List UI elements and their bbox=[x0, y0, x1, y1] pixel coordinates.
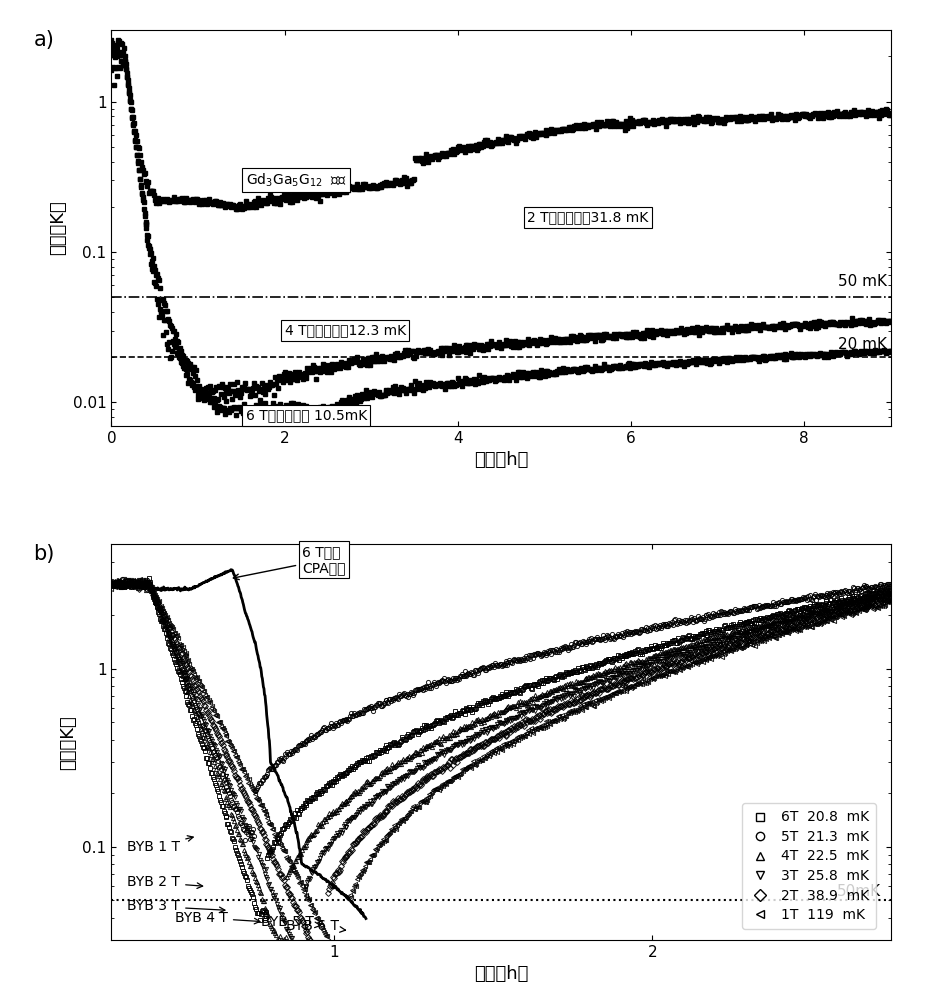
Text: b): b) bbox=[33, 544, 55, 564]
Text: 2 T磁场，最练31.8 mK: 2 T磁场，最练31.8 mK bbox=[527, 210, 648, 224]
Text: BYB 3 T: BYB 3 T bbox=[127, 899, 224, 913]
Text: BYB 2 T: BYB 2 T bbox=[127, 875, 202, 889]
Text: 50mK: 50mK bbox=[836, 884, 881, 899]
Text: 6 T磁场
CPA单晶: 6 T磁场 CPA单晶 bbox=[233, 545, 346, 580]
Text: BYB 5 T: BYB 5 T bbox=[260, 915, 320, 929]
Text: BYB 4 T: BYB 4 T bbox=[175, 911, 260, 925]
X-axis label: 时间（h）: 时间（h） bbox=[474, 965, 527, 983]
Text: BYB 6 T: BYB 6 T bbox=[286, 919, 345, 933]
Text: a): a) bbox=[33, 30, 54, 50]
Text: 4 T出发，最练12.3 mK: 4 T出发，最练12.3 mK bbox=[285, 324, 405, 338]
X-axis label: 时间（h）: 时间（h） bbox=[474, 451, 527, 469]
Y-axis label: 温度（K）: 温度（K） bbox=[58, 715, 77, 770]
Text: 50 mK: 50 mK bbox=[837, 274, 885, 289]
Legend: 6T  20.8  mK, 5T  21.3  mK, 4T  22.5  mK, 3T  25.8  mK, 2T  38.9  mK, 1T  119  m: 6T 20.8 mK, 5T 21.3 mK, 4T 22.5 mK, 3T 2… bbox=[742, 803, 875, 929]
Text: Gd$_3$Ga$_5$G$_{12}$  温度: Gd$_3$Ga$_5$G$_{12}$ 温度 bbox=[246, 172, 346, 189]
Text: 6 T出发，最练 10.5mK: 6 T出发，最练 10.5mK bbox=[246, 408, 366, 422]
Y-axis label: 温度（K）: 温度（K） bbox=[49, 200, 67, 255]
Text: BYB 1 T: BYB 1 T bbox=[127, 836, 193, 854]
Text: 20 mK: 20 mK bbox=[837, 337, 885, 352]
